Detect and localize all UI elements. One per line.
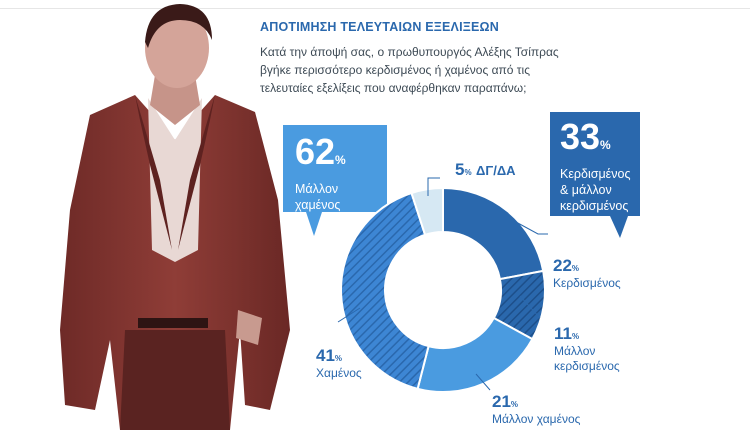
winners-number: 33 — [560, 116, 601, 157]
survey-question: Κατά την άποψή σας, ο πρωθυπουργός Αλέξη… — [260, 45, 559, 95]
slice-21-unit: % — [510, 400, 519, 409]
losers-line1: Μάλλον — [295, 182, 339, 196]
donut-slice-41 — [340, 191, 430, 391]
slice-22-value: 22 — [553, 256, 572, 275]
slice-21-value: 21 — [492, 392, 511, 411]
slice-label-41: 41% Χαμένος — [316, 346, 362, 381]
slice-label-21: 21% Μάλλον χαμένος — [492, 392, 580, 427]
slice-21-name: Μάλλον χαμένος — [492, 412, 581, 426]
slice-5-unit: % — [464, 168, 472, 177]
slice-22-name: Κερδισμένος — [553, 276, 621, 290]
losers-unit: % — [335, 153, 346, 167]
winners-unit: % — [600, 138, 611, 152]
slice-11-line1: Μάλλον — [554, 344, 596, 358]
slice-5-name: ΔΓ/ΔΑ — [476, 163, 516, 178]
chart-title: ΑΠΟΤΙΜΗΣΗ ΤΕΛΕΥΤΑΙΩΝ ΕΞΕΛΙΞΕΩΝ — [260, 20, 500, 34]
leader-line-11 — [519, 295, 541, 319]
slice-label-22: 22% Κερδισμένος — [553, 256, 621, 291]
slice-41-name: Χαμένος — [316, 366, 362, 380]
slice-5-value: 5 — [455, 160, 465, 179]
slice-41-unit: % — [334, 354, 343, 363]
slice-label-5: 5% ΔΓ/ΔΑ — [455, 160, 516, 180]
top-divider — [0, 8, 750, 9]
callout-winners-pointer — [610, 216, 628, 238]
donut-slice-22 — [442, 186, 545, 281]
winners-line3: κερδισμένος — [560, 199, 629, 213]
donut-slice-5 — [410, 186, 444, 237]
slice-11-unit: % — [571, 332, 580, 341]
callout-winners-label: Κερδισμένος & μάλλον κερδισμένος — [560, 166, 640, 214]
slice-label-11: 11% Μάλλον κερδισμένος — [554, 324, 620, 374]
callout-winners: 33% Κερδισμένος & μάλλον κερδισμένος — [550, 112, 640, 216]
slice-11-line2: κερδισμένος — [554, 359, 620, 373]
politician-photo — [60, 4, 290, 430]
donut-slice-21 — [416, 316, 534, 393]
losers-number: 62 — [295, 131, 336, 172]
leader-line-41 — [337, 307, 361, 323]
winners-line2: & μάλλον — [560, 183, 612, 197]
leader-line-21 — [475, 373, 491, 391]
leader-line-5 — [427, 177, 440, 196]
losers-line2: χαμένος — [295, 198, 341, 212]
slice-41-value: 41 — [316, 346, 335, 365]
winners-line1: Κερδισμένος — [560, 167, 631, 181]
slice-22-unit: % — [571, 264, 580, 273]
callout-losers-value: 62% — [295, 134, 387, 177]
callout-winners-value: 33% — [560, 119, 640, 162]
slice-11-value: 11 — [554, 324, 572, 343]
leader-line-22 — [515, 221, 548, 235]
callout-losers-pointer — [306, 212, 322, 236]
